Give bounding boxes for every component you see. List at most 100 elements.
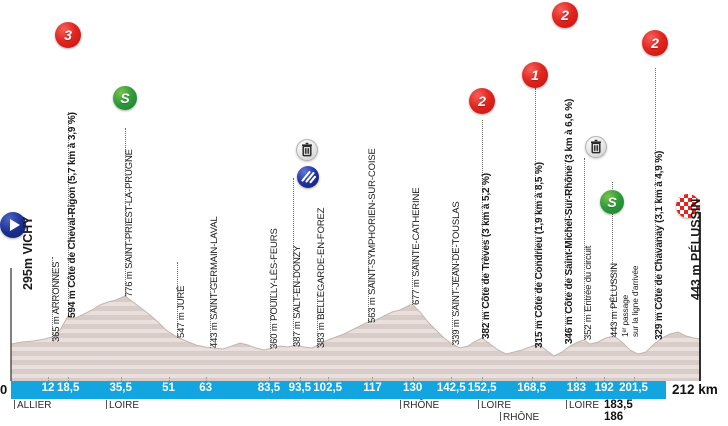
label-saint-michel: 346 m Côte de Saint-Michel-Sur-Rhône (3 … xyxy=(564,98,575,344)
department-boundary-km: 183,5 xyxy=(604,399,633,411)
axis-tick-mark xyxy=(48,377,50,381)
sprint-badge-saint-priest[interactable]: S xyxy=(113,86,137,110)
department-tick-icon xyxy=(14,400,15,409)
axis-tick-mark xyxy=(604,377,606,381)
label-start-city: 295m VICHY xyxy=(21,216,35,290)
department-label: LOIRE xyxy=(566,400,599,411)
leader-saint-germain xyxy=(210,282,211,348)
feed-zone-marker-salt[interactable] xyxy=(297,166,319,188)
elevation-profile-svg xyxy=(10,212,701,381)
leader-pelussin-1 xyxy=(612,182,613,337)
axis-tick-mark xyxy=(633,377,635,381)
leader-treves xyxy=(482,120,483,339)
label-entree-circuit: 352 m Entrée du circuit xyxy=(583,245,594,340)
label-treves: 382 m Côte de Trèves (3 km à 5,2 %) xyxy=(481,173,492,339)
elevation-profile-area: 3 S 2 xyxy=(0,2,703,381)
axis-tick-mark xyxy=(68,377,70,381)
label-saint-jean: 339 m SAINT-JEAN-DE-TOUSLAS xyxy=(451,201,462,345)
leader-pouilly xyxy=(270,294,271,349)
climb-badge-chavanay[interactable]: 2 xyxy=(642,30,668,56)
axis-tick-label: 35,5 xyxy=(109,382,132,394)
leader-arronnes xyxy=(52,257,53,341)
climb-category-label: 2 xyxy=(561,7,569,23)
department-name: LOIRE xyxy=(481,400,512,411)
label-pelussin-passage-sub1: 1ᵉʳ passage xyxy=(620,294,630,337)
label-sainte-catherine: 677 m SAINTE-CATHERINE xyxy=(411,187,422,305)
leader-salt-en-donzy xyxy=(293,178,294,346)
play-icon xyxy=(9,219,20,231)
climb-category-label: 1 xyxy=(531,67,539,83)
axis-tick-label: 18,5 xyxy=(56,382,80,394)
axis-tick-mark xyxy=(299,377,301,381)
axis-tick-label: 93,5 xyxy=(288,382,312,394)
leader-sainte-catherine xyxy=(412,252,413,305)
leader-saint-symphorien xyxy=(368,252,369,323)
start-marker[interactable] xyxy=(0,212,26,238)
climb-badge-treves[interactable]: 2 xyxy=(469,88,495,114)
leader-saint-jean xyxy=(452,240,453,345)
waste-zone-marker-salt[interactable] xyxy=(296,139,318,161)
department-label: RHÔNE xyxy=(500,412,539,423)
sprint-icon-label: S xyxy=(607,194,617,210)
label-saint-symphorien: 563 m SAINT-SYMPHORIEN-SUR-COISE xyxy=(367,148,378,323)
department-name: LOIRE xyxy=(109,400,140,411)
axis-tick-mark xyxy=(576,377,578,381)
climb-badge-saint-michel[interactable]: 2 xyxy=(552,2,578,28)
label-chavanay: 329 m Côte de Chavanay (3,1 km à 4,9 %) xyxy=(654,150,665,340)
department-name: RHÔNE xyxy=(503,412,540,423)
axis-tick-mark xyxy=(372,377,374,381)
label-pelussin-passage-sub2: sur la ligne d'arrivée xyxy=(630,265,640,337)
axis-bar xyxy=(11,381,666,399)
department-label: RHÔNE xyxy=(400,400,439,411)
axis-tick-mark xyxy=(205,377,207,381)
climb-badge-condrieu[interactable]: 1 xyxy=(522,62,548,88)
label-pouilly: 360 m POUILLY-LÈS-FEURS xyxy=(269,228,280,349)
waste-zone-marker-circuit[interactable] xyxy=(585,136,607,158)
axis-tick-label: 201,5 xyxy=(619,382,648,394)
axis-total-distance: 212 km xyxy=(672,382,718,397)
climb-category-label: 3 xyxy=(64,27,72,43)
leader-saint-michel xyxy=(565,160,566,344)
label-finish-city: 443 m PÉLUSSIN xyxy=(689,198,703,300)
distance-axis: 0 212 km 12 18,5 35,5 51 63 83,5 93,5 102,5 117 1… xyxy=(0,377,728,399)
label-saint-germain: 443 m SAINT-GERMAIN-LAVAL xyxy=(209,216,220,348)
department-tick-icon xyxy=(400,400,401,409)
leader-cheval-rigon xyxy=(68,112,69,317)
leader-bellegarde xyxy=(317,294,318,348)
department-label: LOIRE xyxy=(106,400,139,411)
climb-category-label: 2 xyxy=(651,35,659,51)
axis-tick-mark xyxy=(168,377,170,381)
axis-tick-mark xyxy=(120,377,122,381)
axis-zero-label: 0 xyxy=(0,382,8,397)
finish-marker[interactable] xyxy=(676,194,700,218)
feed-zone-icon xyxy=(301,170,317,184)
axis-tick-label: 152,5 xyxy=(467,382,497,394)
axis-tick-mark xyxy=(531,377,533,381)
axis-tick-label: 83,5 xyxy=(257,382,281,394)
axis-tick-label: 192 xyxy=(594,382,614,394)
axis-tick-label: 51 xyxy=(162,382,175,394)
department-name: ALLIER xyxy=(17,400,52,411)
label-salt-en-donzy: 387 m SALT-EN-DONZY xyxy=(292,245,303,348)
leader-saint-priest xyxy=(125,128,126,296)
axis-tick-mark xyxy=(327,377,329,381)
sprint-badge-pelussin[interactable]: S xyxy=(600,190,624,214)
climb-badge-cheval-rigon[interactable]: 3 xyxy=(55,22,81,48)
axis-tick-mark xyxy=(412,377,414,381)
axis-tick-label: 168,5 xyxy=(517,382,546,394)
department-name: LOIRE xyxy=(569,400,600,411)
department-tick-icon xyxy=(500,412,501,421)
department-name: RHÔNE xyxy=(403,400,440,411)
label-cheval-rigon: 594 m Côte de Cheval-Rigon (5,7 km à 3,9… xyxy=(67,112,78,318)
checkered-flag-icon xyxy=(676,194,700,218)
leader-jure xyxy=(177,262,178,338)
label-bellegarde: 383 m BELLEGARDE-EN-FOREZ xyxy=(316,207,327,348)
axis-tick-label: 63 xyxy=(199,382,213,394)
department-label: LOIRE xyxy=(478,400,511,411)
axis-tick-mark xyxy=(482,377,484,381)
axis-tick-label: 183 xyxy=(566,382,586,394)
label-pelussin-passage: 443 m PÉLUSSIN xyxy=(609,263,620,337)
department-label: ALLIER xyxy=(14,400,51,411)
department-boundary-km: 186 xyxy=(604,411,624,423)
axis-tick-label: 102,5 xyxy=(313,382,343,394)
